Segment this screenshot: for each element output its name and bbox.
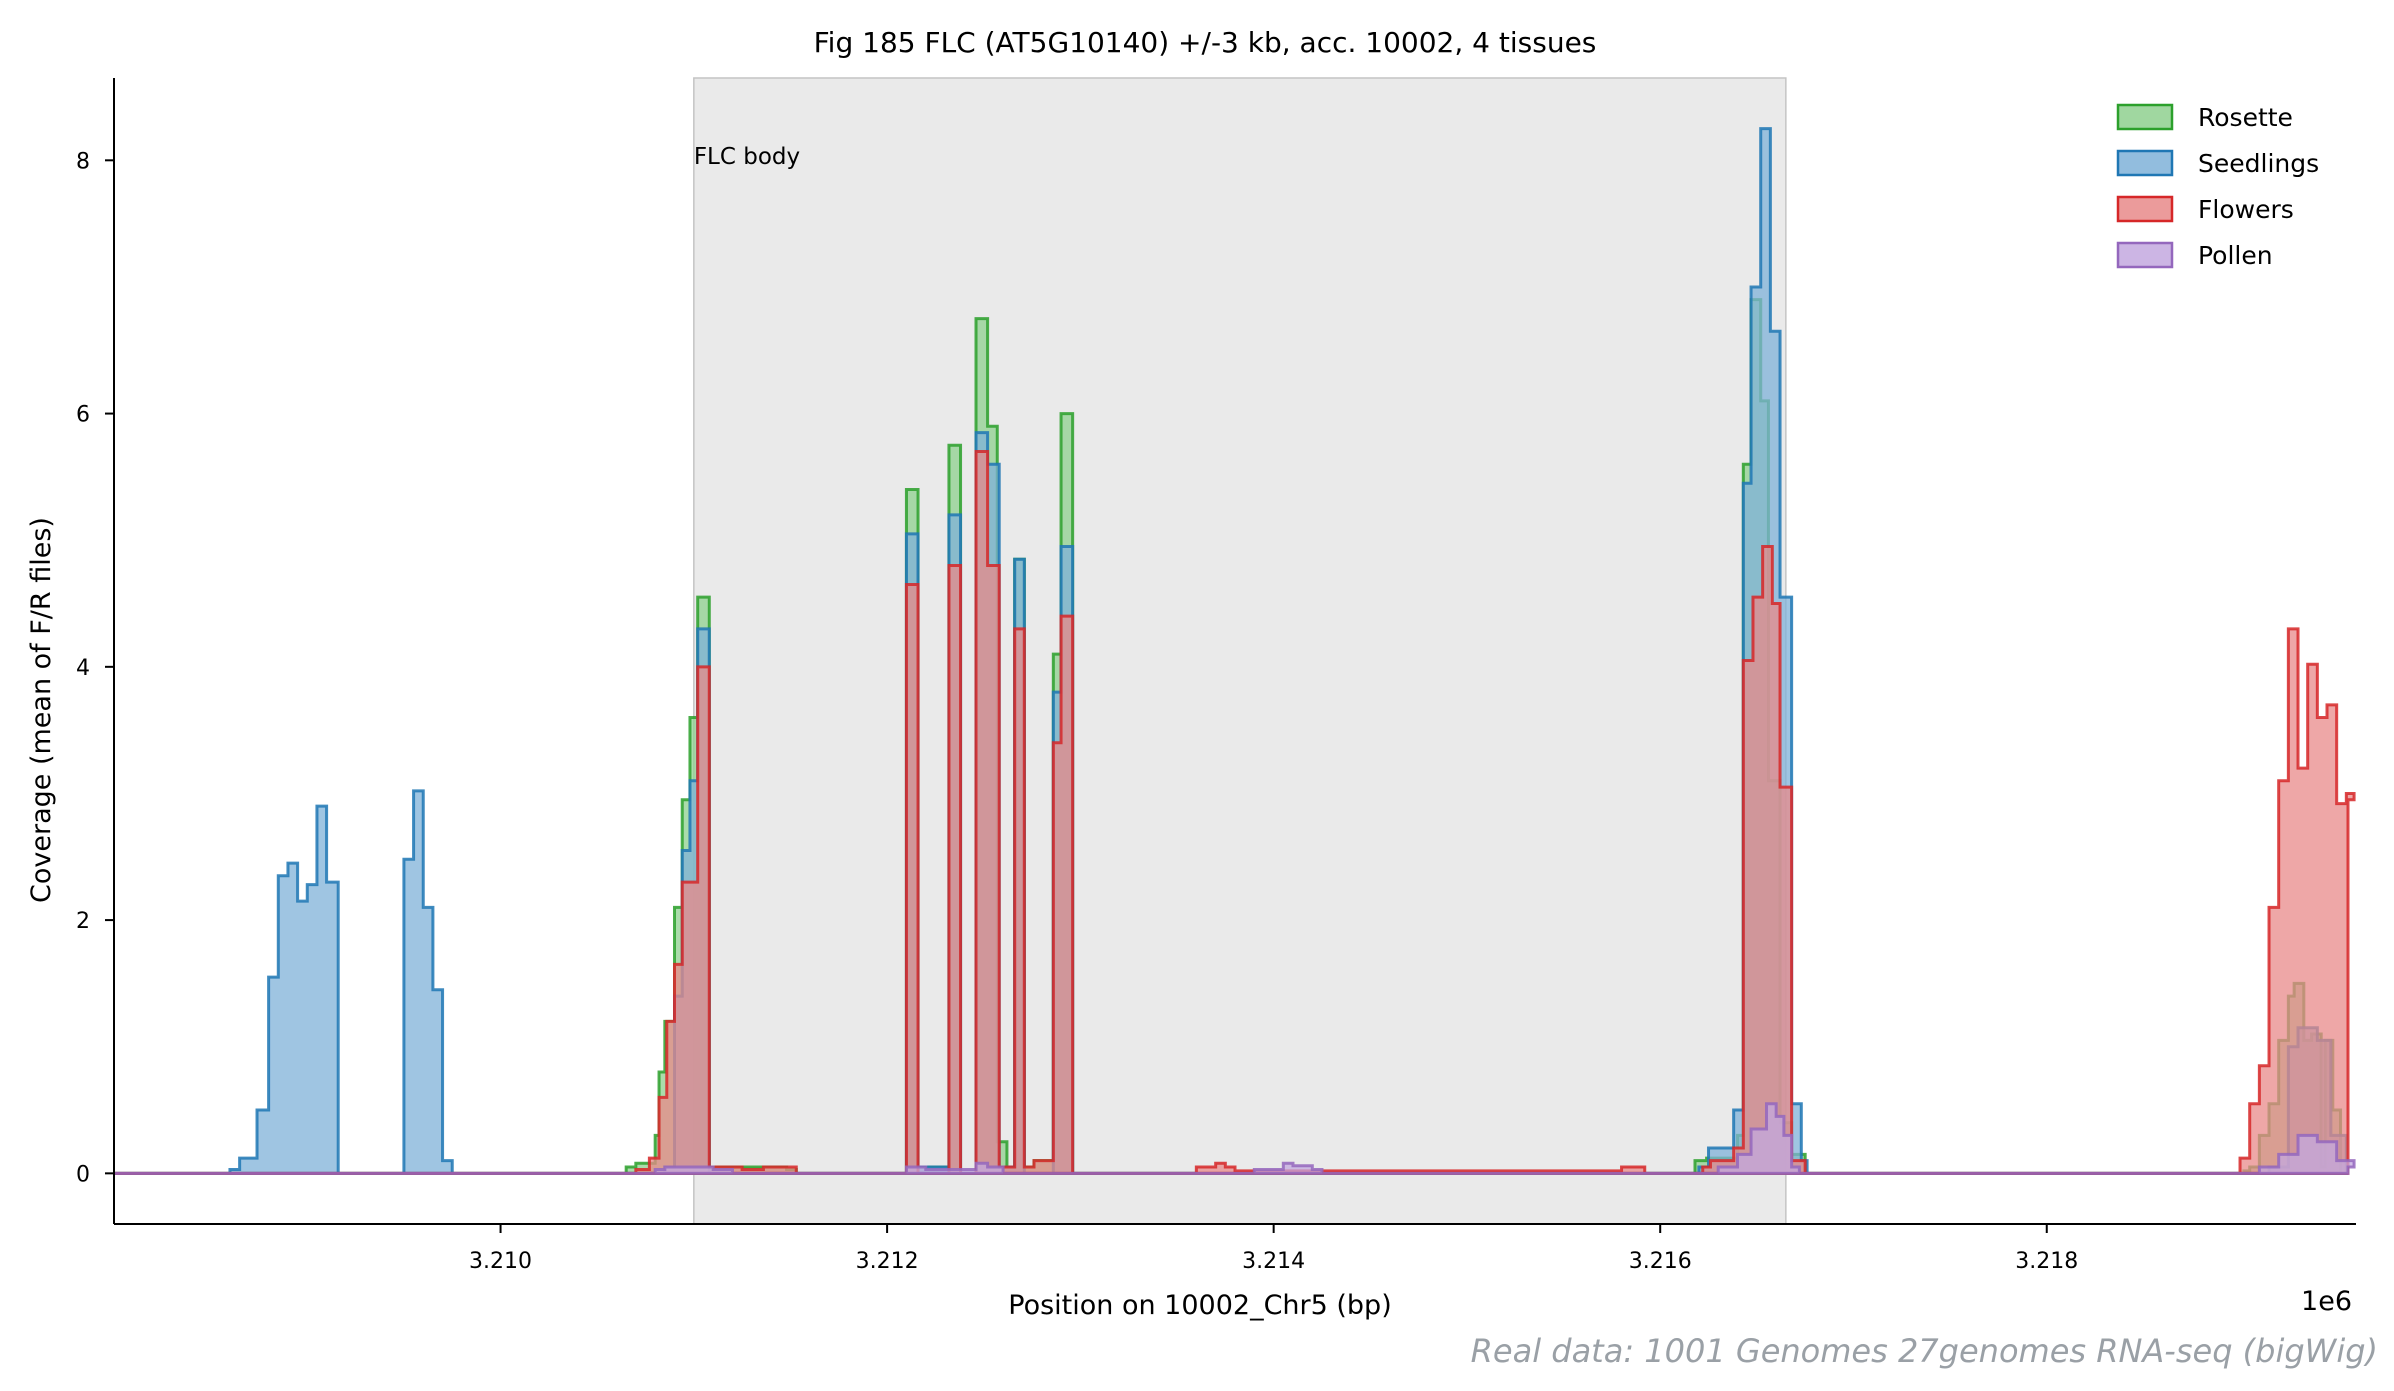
legend-swatch-flowers	[2116, 195, 2174, 223]
x-tick-label: 3.214	[1242, 1249, 1305, 1274]
series-layer	[114, 127, 2356, 1175]
series-flowers	[114, 450, 2356, 1175]
y-tick-label: 8	[76, 149, 90, 174]
data-source-note: Real data: 1001 Genomes 27genomes RNA-se…	[1471, 1332, 2378, 1370]
x-tick-label: 3.210	[469, 1249, 532, 1274]
x-offset-label: 1e6	[2301, 1286, 2352, 1317]
series-pollen	[114, 1102, 2356, 1175]
axes	[105, 78, 2356, 1233]
region-label: FLC body	[694, 144, 800, 170]
x-tick-label: 3.212	[856, 1249, 919, 1274]
x-tick-label: 3.218	[2015, 1249, 2078, 1274]
region-band	[693, 77, 1787, 1225]
y-tick-label: 2	[76, 909, 90, 934]
legend-label-seedlings: Seedlings	[2198, 149, 2319, 178]
y-tick-label: 4	[76, 656, 90, 681]
legend-swatch-pollen	[2116, 241, 2174, 269]
y-tick-label: 6	[76, 403, 90, 428]
legend-swatch-seedlings	[2116, 149, 2174, 177]
legend-label-rosette: Rosette	[2198, 103, 2293, 132]
legend-label-pollen: Pollen	[2198, 241, 2273, 270]
x-axis-label: Position on 10002_Chr5 (bp)	[1008, 1290, 1391, 1321]
legend-label-flowers: Flowers	[2198, 195, 2294, 224]
x-tick-label: 3.216	[1629, 1249, 1692, 1274]
flc-body-region	[693, 77, 1787, 1225]
legend: Rosette Seedlings Flowers Pollen	[2116, 103, 2319, 270]
chart-title: Fig 185 FLC (AT5G10140) +/-3 kb, acc. 10…	[814, 26, 1597, 59]
legend-swatch-rosette	[2116, 103, 2174, 131]
tick-labels: 3.210 3.212 3.214 3.216 3.218 0 2 4 6 8	[76, 149, 2078, 1274]
y-tick-label: 0	[76, 1162, 90, 1187]
y-axis-label: Coverage (mean of F/R files)	[26, 517, 57, 903]
